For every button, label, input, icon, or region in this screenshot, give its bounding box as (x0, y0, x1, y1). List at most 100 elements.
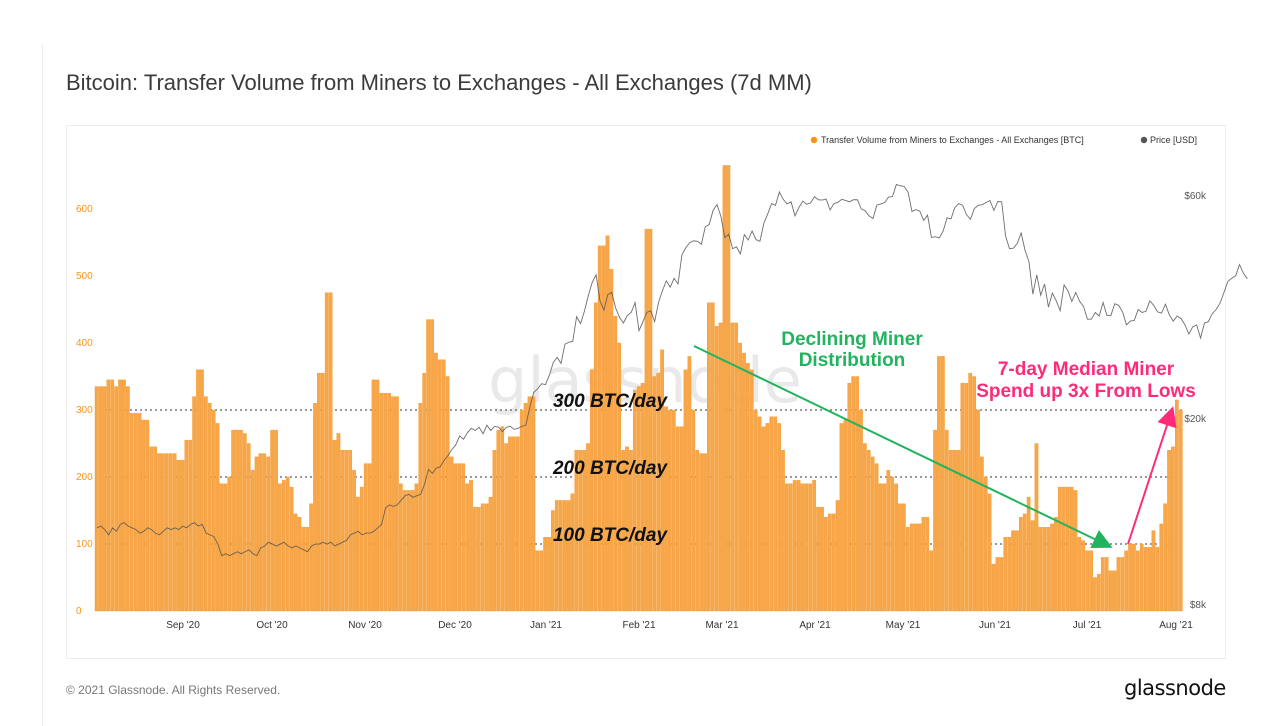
volume-bar (1097, 573, 1101, 612)
volume-bar (184, 439, 189, 612)
volume-bar (1178, 409, 1183, 612)
volume-bar (207, 403, 212, 612)
volume-bar (1128, 543, 1132, 612)
volume-bar (644, 228, 649, 612)
volume-bar (956, 450, 961, 612)
volume-bar (839, 423, 844, 612)
volume-bar (769, 416, 774, 612)
volume-bar (1069, 486, 1074, 612)
volume-bar (972, 376, 976, 612)
volume-bar (484, 503, 489, 612)
volume-bar (648, 228, 653, 612)
volume-bar (492, 450, 497, 612)
volume-bar (625, 446, 629, 612)
volume-bar (231, 429, 235, 612)
volume-bar (254, 456, 259, 612)
volume-bar (578, 450, 583, 612)
volume-bar (418, 403, 423, 612)
x-axis-tick-label: Jun '21 (979, 620, 1011, 631)
volume-bar (777, 423, 781, 612)
volume-bar (457, 463, 462, 612)
volume-bar (1147, 547, 1152, 612)
volume-bar (332, 439, 337, 612)
x-axis-tick-label: May '21 (886, 620, 921, 631)
volume-bar (223, 483, 228, 612)
volume-bar (141, 419, 146, 612)
volume-bar (574, 450, 579, 612)
volume-bar (535, 550, 540, 612)
volume-bar (878, 483, 883, 612)
volume-bar (219, 483, 224, 612)
volume-bar (1007, 537, 1012, 612)
volume-bar (371, 379, 376, 612)
volume-bar (1065, 486, 1070, 612)
legend-price-dot (1140, 136, 1148, 144)
volume-bar (434, 352, 438, 612)
volume-bar (437, 359, 442, 612)
volume-bar (1026, 496, 1031, 612)
volume-bar (270, 429, 274, 612)
volume-bar (566, 500, 571, 612)
volume-bar (387, 393, 391, 612)
volume-bar (1077, 537, 1082, 612)
left-axis-tick-label: 500 (76, 271, 93, 282)
spend-arrow (1127, 406, 1177, 545)
volume-bar (543, 537, 547, 612)
volume-bar (1046, 527, 1051, 612)
volume-bar (94, 386, 99, 612)
volume-bar (527, 396, 532, 612)
volume-bar (324, 292, 329, 612)
volume-bar (1030, 520, 1035, 612)
volume-bar (1167, 450, 1171, 612)
volume-bar (461, 463, 466, 612)
volume-bar (835, 500, 840, 612)
volume-bar (1042, 527, 1047, 612)
volume-bar (172, 453, 177, 612)
volume-bar (613, 316, 618, 612)
reference-label-300: 300 BTC/day (553, 391, 668, 412)
volume-bar (874, 463, 879, 612)
volume-bar (629, 450, 633, 612)
volume-bar (882, 483, 887, 612)
x-axis-tick-label: Nov '20 (348, 620, 382, 631)
volume-bar (827, 513, 832, 612)
volume-bar (1003, 537, 1008, 612)
volume-bar (894, 483, 898, 612)
volume-bar (200, 369, 204, 612)
volume-bar (1143, 547, 1148, 612)
left-axis-tick-label: 300 (76, 405, 93, 416)
legend-volume-dot (810, 136, 818, 144)
volume-bar (348, 450, 352, 612)
volume-bar (707, 302, 711, 612)
volume-bar (293, 513, 298, 612)
copyright-text: © 2021 Glassnode. All Rights Reserved. (66, 683, 281, 697)
volume-bar (110, 379, 115, 612)
volume-bar (668, 409, 672, 612)
volume-bar (683, 369, 688, 612)
volume-bar (227, 476, 232, 612)
volume-bar (106, 379, 111, 612)
volume-bar (734, 322, 739, 612)
volume-bar (691, 409, 696, 612)
volume-bar (320, 372, 325, 612)
volume-bar (196, 369, 200, 612)
volume-bar (886, 470, 891, 612)
x-axis-tick-label: Sep '20 (166, 620, 200, 631)
volume-bar (831, 513, 836, 612)
volume-bar (488, 496, 493, 612)
volume-bar (398, 483, 403, 612)
volume-bar (449, 456, 454, 612)
right-axis-tick-label: $60k (1184, 191, 1207, 202)
volume-bar (1050, 523, 1054, 612)
x-axis-tick-label: Jul '21 (1073, 620, 1102, 631)
volume-bar (262, 453, 267, 612)
volume-bar (652, 376, 657, 612)
volume-bar (792, 480, 797, 612)
reference-label-200: 200 BTC/day (552, 458, 668, 479)
volume-bar (1155, 547, 1160, 612)
volume-bar (235, 429, 239, 612)
volume-bar (153, 446, 157, 612)
volume-bar (824, 517, 828, 612)
volume-bar (976, 409, 980, 612)
volume-bar (1120, 557, 1125, 612)
